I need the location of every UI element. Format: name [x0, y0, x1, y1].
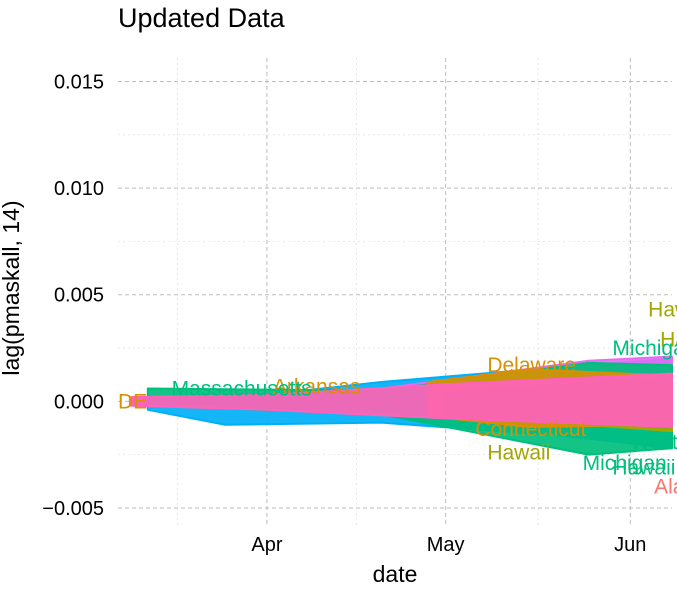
point-label: Hawai [660, 328, 677, 351]
x-tick-labels: Apr May Jun [251, 534, 646, 556]
x-tick-label: Jun [614, 534, 646, 556]
grid [118, 58, 672, 525]
point-label: Hawaii [612, 456, 675, 479]
point-label: DE [118, 390, 147, 413]
point-label: West Virginia [630, 431, 677, 454]
point-label: Michigan [612, 337, 677, 360]
x-axis-label: date [373, 561, 418, 587]
point-label: Hawai [648, 299, 677, 322]
point-label: Arkansas [273, 375, 361, 398]
point-label: Connecticut [475, 418, 586, 441]
x-tick-label: Apr [251, 534, 282, 556]
chart-title: Updated Data [118, 3, 286, 33]
y-tick-labels: −0.005 0.000 0.005 0.010 0.015 [42, 71, 104, 519]
data-points: HawaiHawaiMichiganDelawareArkansasMassac… [118, 299, 677, 499]
y-tick-label: −0.005 [42, 498, 104, 520]
series-band-7 [128, 372, 673, 428]
point-label: Michigan [583, 452, 667, 475]
y-tick-label: 0.010 [54, 178, 104, 200]
point-label: Massachusetts [172, 378, 312, 401]
point-label: Alaska [654, 476, 677, 499]
data-bands [128, 355, 673, 456]
y-axis-label: lag(pmaskall, 14) [0, 200, 24, 375]
y-tick-label: 0.015 [54, 71, 104, 93]
point-label: Hawaii [487, 441, 550, 464]
y-tick-label: 0.005 [54, 285, 104, 307]
point-label: Delaware [487, 354, 576, 377]
y-tick-label: 0.000 [54, 391, 104, 413]
x-tick-label: May [427, 534, 465, 556]
